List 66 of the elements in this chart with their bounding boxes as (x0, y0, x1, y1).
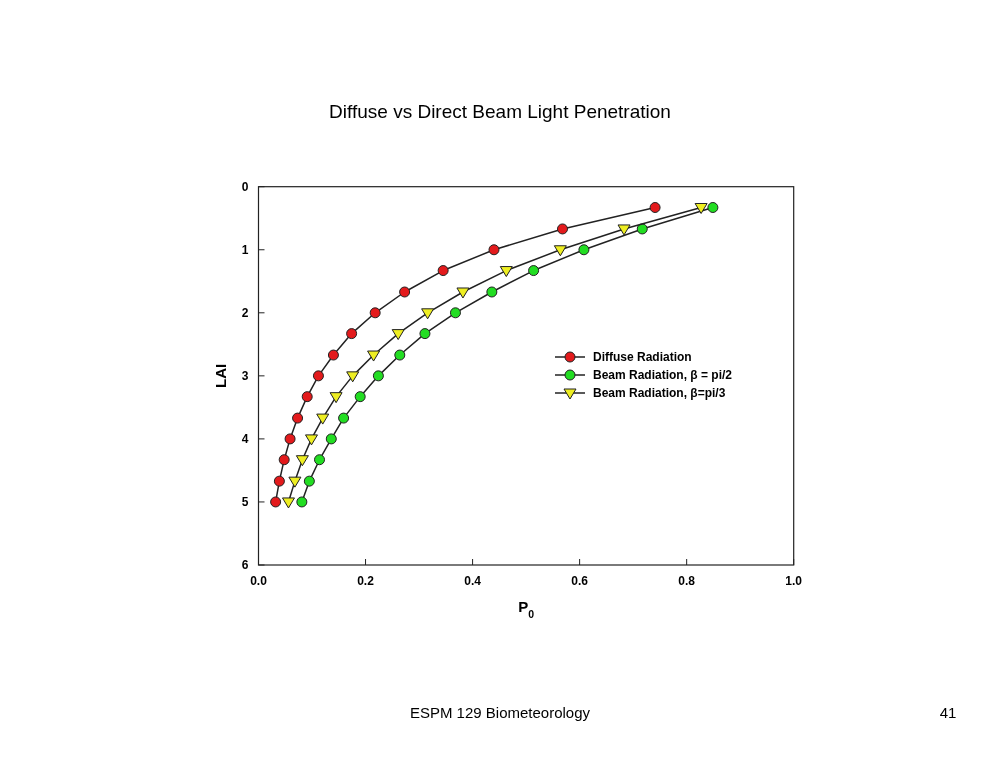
legend-label: Diffuse Radiation (593, 350, 692, 364)
point (578, 244, 590, 256)
text: ESPM 129 Biometeorology (409, 704, 591, 721)
point (284, 433, 296, 445)
point (278, 454, 290, 466)
point (329, 392, 343, 404)
point (553, 245, 567, 257)
y-tick-label: 4 (241, 431, 249, 446)
point (346, 328, 358, 340)
point (617, 224, 631, 236)
point (354, 391, 366, 403)
point (288, 476, 302, 488)
x-tick-label: 0.6 (571, 574, 589, 588)
point (399, 286, 411, 298)
x-tick-label: 0.4 (464, 574, 482, 588)
chart-title: Diffuse vs Direct Beam Light Penetration (329, 101, 671, 122)
legend-label: Beam Radiation, β = pi/2 (593, 368, 733, 382)
point (707, 202, 719, 214)
point (295, 455, 309, 467)
y-tick-label: 0 (241, 179, 249, 194)
point (694, 203, 708, 215)
y-tick-label: 1 (241, 242, 249, 257)
point (303, 475, 315, 487)
x-axis-title: P$_{0}$ (518, 598, 535, 620)
point (325, 433, 337, 445)
point (301, 391, 313, 403)
point (456, 287, 470, 299)
point (486, 286, 498, 298)
y-tick-label: 3 (241, 368, 249, 383)
point (312, 370, 324, 382)
point (488, 244, 500, 256)
point (346, 371, 360, 383)
point (391, 329, 405, 341)
point (327, 349, 339, 361)
point (281, 497, 295, 509)
point (528, 265, 540, 277)
point (338, 412, 350, 424)
y-tick-label: 6 (241, 558, 249, 572)
x-tick-label: 0.2 (357, 574, 375, 588)
x-tick-label: 0.0 (250, 574, 268, 588)
point (369, 307, 381, 319)
y-axis-title: LAI (212, 363, 229, 388)
point (556, 223, 568, 235)
point (270, 496, 282, 508)
point (367, 350, 381, 362)
point (419, 328, 431, 340)
point (304, 434, 318, 446)
point (316, 413, 330, 425)
point (649, 202, 661, 214)
y-tick-label: 2 (241, 305, 249, 320)
point (421, 308, 435, 320)
point (499, 266, 513, 278)
point (314, 454, 326, 466)
point (296, 496, 308, 508)
point (292, 412, 304, 424)
point (394, 349, 406, 361)
point (437, 265, 449, 277)
point (273, 475, 285, 487)
point (449, 307, 461, 319)
x-tick-label: 1.0 (785, 574, 803, 588)
legend-label: Beam Radiation, β=pi/3 (593, 386, 726, 400)
point (636, 223, 648, 235)
y-tick-label: 5 (241, 494, 249, 509)
x-tick-label: 0.8 (678, 574, 696, 588)
text: 41 (939, 704, 957, 721)
point (372, 370, 384, 382)
